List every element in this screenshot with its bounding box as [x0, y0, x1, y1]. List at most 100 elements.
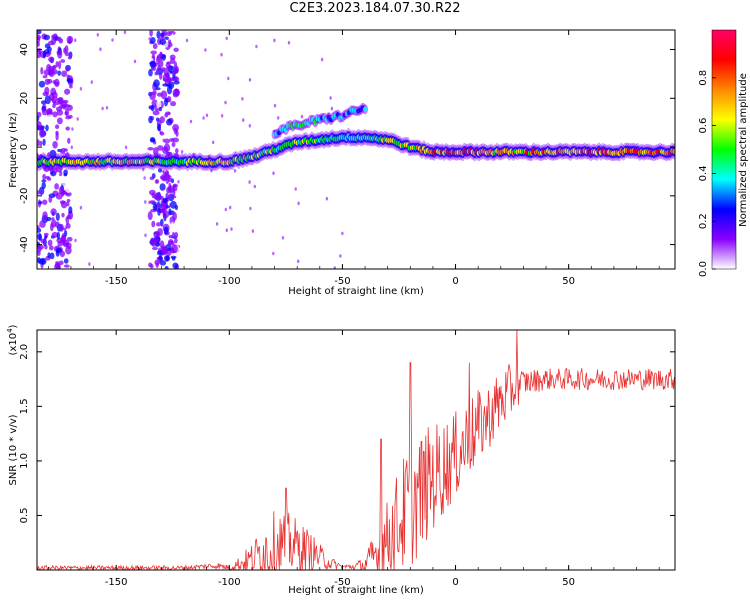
colorbar: 0.0 0.2 0.4 0.6 0.8 Normalized spectral ampl…	[698, 29, 749, 277]
noise-speck	[47, 239, 53, 247]
noise-speck	[65, 67, 70, 72]
noise-speck	[38, 258, 46, 265]
noise-speck	[142, 167, 145, 172]
snr-y-multiplier: (x104)	[6, 324, 19, 355]
noise-speck	[38, 140, 43, 147]
noise-speck	[159, 72, 163, 80]
noise-speck	[150, 138, 156, 142]
noise-speck	[60, 139, 67, 143]
x-tick-label: 0	[452, 577, 458, 588]
noise-speck	[48, 196, 53, 203]
noise-speck	[74, 238, 77, 243]
noise-speck	[42, 75, 48, 79]
noise-speck	[156, 179, 159, 183]
noise-speck	[172, 262, 179, 269]
noise-speck	[150, 238, 158, 247]
noise-speck	[164, 265, 169, 269]
secondary-ridge-core	[363, 106, 367, 112]
noise-speck	[51, 95, 58, 103]
noise-speck	[164, 255, 170, 262]
noise-speck	[255, 44, 258, 49]
noise-speck	[157, 145, 164, 151]
y-tick-label: 0	[19, 144, 30, 150]
noise-speck	[148, 37, 151, 41]
noise-speck	[339, 254, 342, 258]
spectrogram-ylabel: Frequency (Hz)	[8, 112, 19, 188]
noise-speck	[54, 183, 59, 190]
noise-speck	[105, 106, 109, 110]
noise-speck	[64, 88, 71, 95]
noise-speck	[133, 59, 137, 64]
noise-speck	[163, 143, 171, 153]
noise-speck	[55, 61, 59, 66]
noise-speck	[65, 126, 71, 131]
noise-speck	[153, 194, 158, 200]
noise-speck	[160, 90, 168, 100]
noise-speck	[37, 244, 44, 250]
noise-speck	[37, 49, 42, 59]
snr-frame	[36, 329, 676, 571]
noise-speck	[168, 239, 174, 245]
noise-speck	[43, 61, 47, 70]
noise-speck	[37, 190, 42, 195]
noise-speck	[40, 238, 46, 244]
noise-speck	[149, 30, 153, 37]
noise-speck	[173, 47, 179, 53]
noise-speck	[51, 231, 59, 238]
noise-speck	[66, 198, 71, 203]
noise-speck	[160, 35, 165, 42]
noise-speck	[157, 168, 163, 173]
noise-speck	[154, 259, 160, 266]
noise-speck	[144, 200, 147, 204]
noise-speck	[153, 147, 159, 156]
noise-speck	[148, 68, 153, 77]
noise-speck	[144, 233, 147, 238]
colorbar-tick-label: 0.2	[698, 213, 709, 229]
noise-speck	[71, 127, 74, 131]
noise-speck	[66, 201, 70, 207]
noise-speck	[61, 212, 65, 218]
noise-speck	[153, 79, 160, 88]
noise-speck	[233, 168, 237, 173]
noise-speck	[111, 38, 114, 42]
noise-speck	[248, 124, 251, 128]
colorbar-tick-label: 0.6	[698, 118, 709, 134]
noise-speck	[67, 55, 72, 60]
noise-speck	[150, 50, 158, 55]
noise-speck	[43, 34, 50, 41]
noise-speck	[40, 100, 47, 105]
noise-speck	[171, 232, 176, 238]
noise-speck	[163, 138, 170, 144]
noise-speck	[149, 91, 156, 101]
noise-speck	[162, 73, 170, 83]
noise-speck	[56, 231, 60, 240]
noise-speck	[63, 264, 70, 268]
noise-speck	[241, 97, 244, 101]
noise-speck	[48, 56, 55, 63]
noise-speck	[273, 38, 276, 43]
noise-speck	[251, 229, 255, 233]
snr-axes: -150 -100 -50 0 50 0.5 1.0 1.5 2.0	[19, 330, 675, 588]
noise-speck	[163, 173, 171, 181]
noise-speck	[225, 36, 228, 41]
noise-speck	[341, 231, 344, 236]
noise-speck	[175, 148, 179, 154]
noise-speck	[57, 70, 62, 76]
noise-speck	[162, 247, 168, 255]
noise-speck	[224, 100, 227, 105]
noise-speck	[333, 266, 336, 269]
noise-speck	[297, 201, 300, 206]
noise-speck	[42, 199, 48, 205]
noise-speck	[62, 181, 68, 187]
noise-speck	[37, 139, 40, 144]
noise-speck	[273, 103, 277, 108]
noise-speck	[58, 60, 62, 70]
noise-speck	[172, 88, 180, 97]
noise-speck	[61, 235, 65, 242]
snr-ylabel: SNR (10 * v/v)	[8, 414, 19, 485]
noise-speck	[172, 184, 176, 188]
noise-speck	[329, 96, 332, 100]
noise-speck	[242, 118, 245, 122]
noise-speck	[297, 259, 300, 264]
